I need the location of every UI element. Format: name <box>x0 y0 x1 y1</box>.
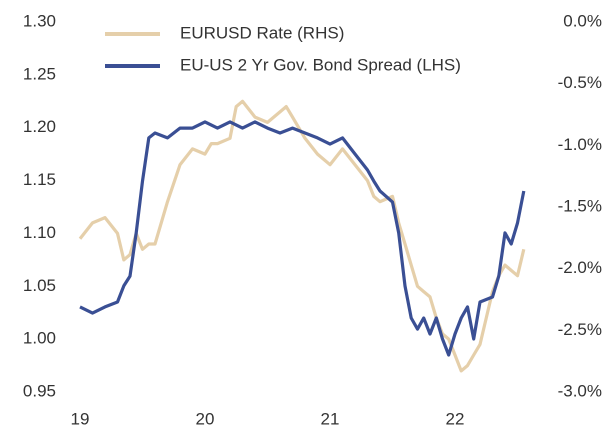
legend-label: EU-US 2 Yr Gov. Bond Spread (LHS) <box>180 55 461 74</box>
y-tick-label: 1.15 <box>23 170 56 189</box>
y-tick-label: 1.25 <box>23 64 56 83</box>
y2-tick-label: -2.5% <box>558 320 602 339</box>
y2-tick-label: -3.0% <box>558 381 602 400</box>
y2-tick-label: -0.5% <box>558 73 602 92</box>
y2-tick-label: -1.5% <box>558 196 602 215</box>
x-tick-label: 21 <box>321 409 340 428</box>
x-tick-label: 20 <box>196 409 215 428</box>
x-tick-label: 22 <box>446 409 465 428</box>
y-tick-label: 1.00 <box>23 329 56 348</box>
y2-tick-label: -1.0% <box>558 135 602 154</box>
y2-tick-label: -2.0% <box>558 258 602 277</box>
y-tick-label: 0.95 <box>23 381 56 400</box>
y-tick-label: 1.30 <box>23 11 56 30</box>
y2-tick-label: 0.0% <box>563 11 602 30</box>
series-line <box>79 120 526 357</box>
legend-label: EURUSD Rate (RHS) <box>180 23 344 42</box>
series-line <box>78 99 526 373</box>
y-tick-label: 1.20 <box>23 117 56 136</box>
x-tick-label: 19 <box>71 409 90 428</box>
y-tick-label: 1.10 <box>23 223 56 242</box>
y-tick-label: 1.05 <box>23 276 56 295</box>
